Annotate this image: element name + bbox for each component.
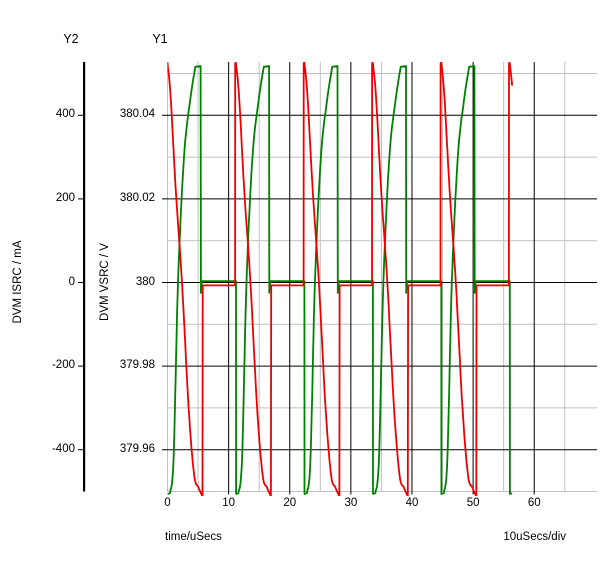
y2-tick-label: 200 (55, 191, 75, 204)
x-axis-title: time/uSecs (165, 531, 222, 543)
y1-tick-label: 379.98 (119, 359, 155, 372)
x-tick-label: 10 (222, 497, 235, 509)
x-tick-label: 0 (164, 497, 171, 509)
x-tick-label: 30 (344, 497, 358, 509)
y1-tick-label: 380 (135, 275, 155, 288)
y2-tick-label: -200 (51, 359, 75, 372)
y1-axis-name: Y1 (152, 32, 168, 46)
x-tick-label: 60 (527, 497, 541, 509)
x-tick-label: 20 (283, 497, 297, 509)
y2-axis-name: Y2 (63, 32, 79, 46)
y2-tick-label: -400 (51, 442, 75, 455)
waveform-dvm-isrc (167, 62, 513, 496)
x-tick-label: 40 (405, 497, 419, 509)
x-tick-label: 50 (466, 497, 480, 509)
x-scale-per-div: 10uSecs/div (503, 531, 566, 543)
y2-tick-label: 0 (68, 275, 75, 288)
waveform-dvm-vsrc (167, 65, 513, 495)
y1-tick-label: 379.96 (119, 442, 155, 455)
y1-tick-label: 380.04 (119, 108, 155, 121)
y2-axis-line (83, 62, 86, 492)
y2-tick-label: 400 (55, 108, 75, 121)
y1-tick-label: 380.02 (119, 191, 155, 204)
